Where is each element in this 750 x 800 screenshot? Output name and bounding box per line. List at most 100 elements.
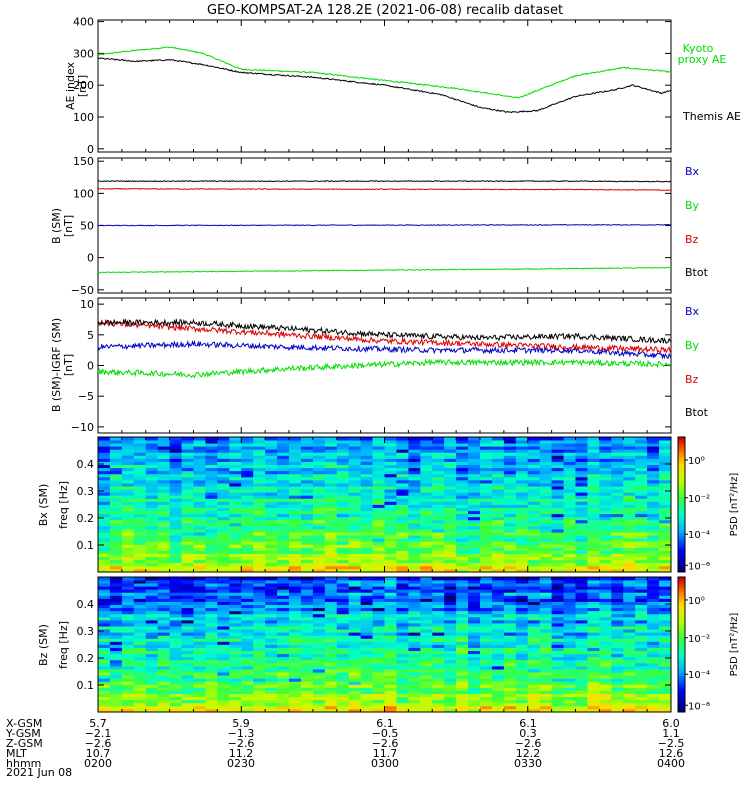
spectrogram-cell	[480, 470, 493, 475]
spectrogram-cell	[623, 589, 636, 593]
spectrogram-cell	[611, 470, 624, 475]
spectrogram-cell	[277, 535, 290, 539]
spectrogram-cell	[444, 662, 457, 667]
colorbar-band	[678, 473, 685, 476]
spectrogram-cell	[145, 693, 159, 698]
spectrogram-cell	[181, 464, 194, 469]
spectrogram-cell	[527, 495, 541, 499]
spectrogram-cell	[396, 601, 409, 606]
colorbar-band	[678, 500, 685, 503]
spectrogram-cell	[277, 586, 290, 590]
spectrogram-cell	[599, 473, 612, 478]
spectrogram-cell	[587, 510, 600, 515]
spectrogram-cell	[444, 522, 457, 527]
spectrogram-cell	[468, 626, 481, 630]
spectrogram-cell	[456, 532, 469, 536]
spectrogram-cell	[468, 550, 481, 554]
spectrogram-cell	[253, 619, 266, 624]
colorbar-band	[678, 579, 685, 582]
spectrogram-cell	[348, 556, 362, 561]
spectrogram-cell	[527, 613, 541, 618]
spectrogram-cell	[121, 644, 135, 648]
spectrogram-cell	[229, 635, 242, 639]
spectrogram-cell	[265, 681, 278, 685]
spectrogram-cell	[241, 662, 254, 667]
spectrogram-cell	[312, 632, 326, 636]
colorbar-band	[678, 518, 685, 521]
spectrogram-cell	[480, 535, 493, 539]
spectrogram-cell	[659, 675, 672, 679]
spectrogram-cell	[480, 659, 493, 664]
spectrogram-cell	[360, 659, 373, 664]
spectrogram-cell	[229, 498, 242, 502]
orbit-value: −2.6	[228, 737, 255, 750]
spectrogram-cell	[384, 696, 397, 701]
spectrogram-cell	[265, 464, 278, 469]
spectrogram-cell	[229, 440, 242, 444]
spectrogram-cell	[217, 705, 230, 710]
spectrogram-cell	[611, 577, 624, 581]
spectrogram-cell	[289, 659, 302, 664]
spectrogram-cell	[145, 598, 159, 602]
spectrogram-cell	[265, 544, 278, 548]
spectrogram-cell	[229, 437, 242, 441]
spectrogram-cell	[336, 455, 350, 459]
spectrogram-cell	[289, 556, 302, 561]
spectrogram-cell	[133, 598, 147, 602]
spectrogram-cell	[145, 644, 159, 648]
spectrogram-cell	[121, 529, 135, 533]
spectrogram-cell	[253, 547, 266, 551]
spectrogram-cell	[169, 476, 182, 481]
spectrogram-cell	[193, 483, 206, 487]
spectrogram-cell	[587, 446, 600, 450]
spectrogram-cell	[456, 626, 469, 630]
spectrogram-cell	[253, 623, 266, 627]
spectrogram-cell	[289, 610, 302, 615]
spectrogram-cell	[420, 653, 433, 658]
spectrogram-cell	[360, 498, 373, 502]
spectrogram-cell	[336, 461, 350, 466]
spectrogram-cell	[444, 656, 457, 661]
spectrogram-cell	[253, 586, 266, 590]
spectrogram-cell	[432, 616, 445, 621]
spectrogram-cell	[169, 595, 182, 599]
spectrogram-cell	[241, 592, 254, 596]
spectrogram-cell	[527, 610, 541, 615]
spectrogram-cell	[491, 510, 505, 515]
colorbar-band	[678, 653, 685, 657]
spectrogram-cell	[193, 592, 206, 596]
spectrogram-cell	[169, 662, 182, 667]
spectrogram-cell	[312, 510, 326, 515]
spectrogram-cell	[253, 516, 266, 521]
spectrogram-cell	[623, 568, 636, 573]
spectrogram-cell	[205, 525, 218, 530]
spectrogram-cell	[121, 665, 135, 670]
spectrogram-cell	[277, 650, 290, 655]
spectrogram-cell	[587, 586, 600, 590]
spectrogram-cell	[121, 586, 135, 590]
spectrogram-cell	[563, 669, 576, 673]
spectrogram-cell	[360, 598, 373, 602]
spectrogram-cell	[312, 589, 326, 593]
series-line-btot	[97, 317, 672, 345]
spectrogram-cell	[563, 696, 576, 701]
spectrogram-cell	[444, 501, 457, 505]
spectrogram-cell	[372, 467, 385, 472]
spectrogram-cell	[480, 550, 493, 554]
spectrogram-cell	[575, 486, 588, 490]
spectrogram-cell	[217, 443, 230, 447]
spectrogram-cell	[611, 632, 624, 636]
spectrogram-cell	[360, 476, 373, 481]
spectrogram-cell	[396, 483, 409, 487]
spectrogram-cell	[336, 669, 350, 673]
spectrogram-cell	[647, 659, 660, 664]
spectrogram-cell	[611, 489, 624, 493]
spectrogram-cell	[563, 619, 576, 624]
spectrogram-cell	[289, 532, 302, 536]
spectrogram-cell	[98, 583, 111, 587]
spectrogram-cell	[587, 519, 600, 524]
spectrogram-cell	[109, 580, 123, 584]
spectrogram-cell	[193, 562, 206, 567]
spectrogram-cell	[551, 529, 564, 533]
spectrogram-cell	[480, 556, 493, 561]
